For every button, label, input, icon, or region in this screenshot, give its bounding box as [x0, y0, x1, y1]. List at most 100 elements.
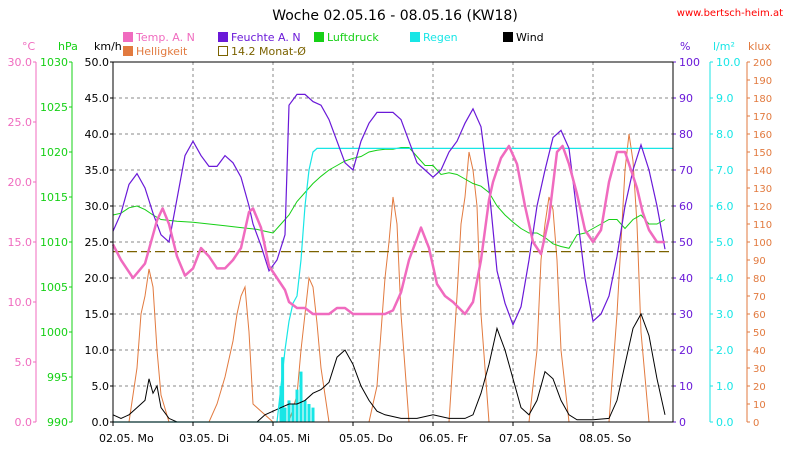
axis-tick-label-brightness: 140: [753, 166, 772, 177]
axis-tick-label-rain: 10.0: [716, 56, 741, 69]
axis-tick-label-wind: 45.0: [85, 92, 110, 105]
rain-bar: [303, 400, 307, 422]
axis-tick-label-pressure: 995: [47, 371, 68, 384]
axes: °C30.025.020.015.010.05.00.0hPa103010251…: [8, 40, 773, 429]
x-tick-label: 02.05. Mo: [99, 432, 154, 445]
website-link[interactable]: www.bertsch-heim.at: [677, 8, 783, 19]
rain-bar: [283, 407, 287, 422]
legend-label-pressure: Luftdruck: [327, 31, 379, 44]
legend-label-wind: Wind: [516, 31, 544, 44]
axis-tick-label-wind: 15.0: [85, 308, 110, 321]
axis-tick-label-pressure: 1000: [40, 326, 68, 339]
axis-tick-label-pressure: 1005: [40, 281, 68, 294]
line-temperature: [111, 144, 665, 316]
axis-tick-label-temp: 15.0: [8, 236, 33, 249]
axis-tick-label-wind: 35.0: [85, 164, 110, 177]
axis-tick-label-pressure: 1030: [40, 56, 68, 69]
line-wind: [112, 312, 666, 423]
axis-tick-label-wind: 40.0: [85, 128, 110, 141]
x-tick-label: 05.05. Do: [339, 432, 393, 445]
axis-tick-label-humidity: 40: [679, 272, 693, 285]
axis-tick-label-humidity: 10: [679, 380, 693, 393]
legend-swatch-wind: [503, 32, 513, 42]
rain-bar: [279, 386, 283, 422]
axis-tick-label-brightness: 60: [753, 310, 766, 321]
axis-tick-label-rain: 5.0: [716, 236, 734, 249]
axis-tick-label-wind: 0.0: [92, 416, 110, 429]
axis-tick-label-pressure: 1020: [40, 146, 68, 159]
axis-tick-label-brightness: 10: [753, 400, 766, 411]
axis-tick-label-brightness: 20: [753, 382, 766, 393]
legend-swatch-brightness: [123, 46, 133, 56]
axis-unit-pressure: hPa: [58, 40, 78, 53]
rain-bar: [311, 407, 315, 422]
rain-bars: [279, 357, 315, 422]
axis-tick-label-rain: 3.0: [716, 308, 734, 321]
axis-tick-label-rain: 9.0: [716, 92, 734, 105]
x-tick-label: 04.05. Mi: [259, 432, 310, 445]
axis-tick-label-humidity: 50: [679, 236, 693, 249]
axis-tick-label-brightness: 120: [753, 202, 772, 213]
axis-tick-label-rain: 8.0: [716, 128, 734, 141]
legend-swatch-rain: [410, 32, 420, 42]
axis-unit-humidity: %: [680, 40, 690, 53]
axis-tick-label-brightness: 170: [753, 112, 772, 123]
x-tick-label: 08.05. So: [579, 432, 631, 445]
axis-tick-label-rain: 1.0: [716, 380, 734, 393]
line-humidity: [112, 93, 666, 327]
axis-tick-label-wind: 20.0: [85, 272, 110, 285]
rain-bar: [307, 404, 311, 422]
axis-tick-label-temp: 5.0: [15, 356, 33, 369]
axis-tick-label-brightness: 90: [753, 256, 766, 267]
axis-tick-label-wind: 30.0: [85, 200, 110, 213]
legend-label-avg: 14.2 Monat-Ø: [231, 45, 306, 58]
axis-tick-label-humidity: 80: [679, 128, 693, 141]
axis-tick-label-rain: 0.0: [716, 416, 734, 429]
rain-bar: [287, 400, 291, 422]
axis-tick-label-wind: 25.0: [85, 236, 110, 249]
axis-tick-label-humidity: 100: [679, 56, 700, 69]
axis-unit-wind: km/h: [94, 40, 122, 53]
x-axis-labels: 02.05. Mo 03.05. Di 04.05. Mi 05.05. Do 06.0…: [99, 422, 631, 445]
rain-bar: [291, 404, 295, 422]
rain-bar: [281, 357, 285, 422]
axis-tick-label-rain: 7.0: [716, 164, 734, 177]
line-brightness: [113, 133, 650, 423]
axis-tick-label-brightness: 40: [753, 346, 766, 357]
axis-unit-rain: l/m²: [713, 40, 735, 53]
axis-tick-label-brightness: 200: [753, 58, 772, 69]
axis-tick-label-brightness: 100: [753, 238, 772, 249]
axis-tick-label-brightness: 30: [753, 364, 766, 375]
plot-frame: [112, 61, 674, 423]
axis-tick-label-brightness: 180: [753, 94, 772, 105]
axis-unit-brightness: klux: [748, 40, 771, 53]
axis-tick-label-temp: 25.0: [8, 116, 33, 129]
axis-tick-label-brightness: 150: [753, 148, 772, 159]
line-pressure: [112, 147, 666, 249]
legend-label-humidity: Feuchte A. N: [231, 31, 301, 44]
legend-label-brightness: Helligkeit: [136, 45, 188, 58]
axis-tick-label-humidity: 20: [679, 344, 693, 357]
axis-tick-label-wind: 5.0: [92, 380, 110, 393]
series-lines: [111, 93, 673, 423]
x-tick-label: 06.05. Fr: [419, 432, 468, 445]
axis-tick-label-wind: 10.0: [85, 344, 110, 357]
axis-tick-label-brightness: 80: [753, 274, 766, 285]
axis-tick-label-pressure: 1015: [40, 191, 68, 204]
axis-tick-label-humidity: 30: [679, 308, 693, 321]
legend-label-temp: Temp. A. N: [135, 31, 195, 44]
axis-tick-label-rain: 2.0: [716, 344, 734, 357]
axis-tick-label-brightness: 0: [753, 418, 759, 429]
legend-swatch-humidity: [218, 32, 228, 42]
axis-tick-label-humidity: 0: [679, 416, 686, 429]
axis-tick-label-temp: 30.0: [8, 56, 33, 69]
x-tick-label: 07.05. Sa: [499, 432, 551, 445]
axis-tick-label-brightness: 50: [753, 328, 766, 339]
legend-swatch-pressure: [314, 32, 324, 42]
chart-title: Woche 02.05.16 - 08.05.16 (KW18): [272, 8, 518, 24]
grid: [113, 62, 673, 422]
axis-tick-label-wind: 50.0: [85, 56, 110, 69]
axis-tick-label-rain: 4.0: [716, 272, 734, 285]
axis-tick-label-rain: 6.0: [716, 200, 734, 213]
